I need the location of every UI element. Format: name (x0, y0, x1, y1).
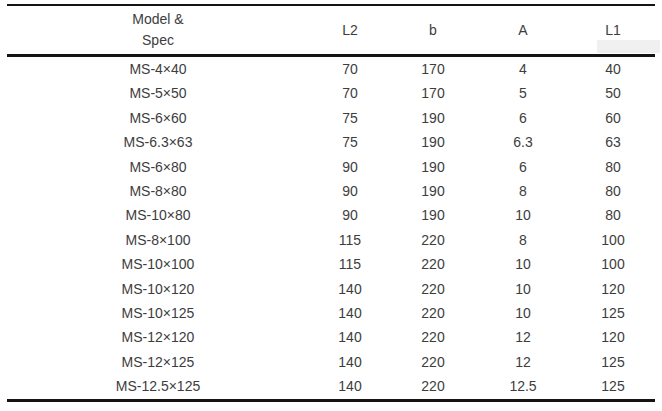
l1-cell: 120 (571, 325, 655, 349)
a-cell: 10 (475, 252, 571, 276)
a-cell: 8 (475, 228, 571, 252)
table-row: MS-12×12514022012125 (7, 350, 655, 374)
column-header-l1: L1 (571, 5, 655, 56)
model-spec-cell: MS-10×80 (7, 203, 309, 227)
b-cell: 190 (391, 106, 475, 130)
column-header-l2: L2 (309, 5, 391, 56)
l2-cell: 140 (309, 374, 391, 400)
table-row: MS-10×10011522010100 (7, 252, 655, 276)
model-spec-cell: MS-10×125 (7, 301, 309, 325)
model-spec-cell: MS-12×125 (7, 350, 309, 374)
table-header: Model & Spec L2 b A L1 (7, 5, 655, 56)
model-spec-cell: MS-12×120 (7, 325, 309, 349)
table-row: MS-8×1001152208100 (7, 228, 655, 252)
l1-cell: 80 (571, 155, 655, 179)
column-header-a: A (475, 5, 571, 56)
l1-cell: 125 (571, 374, 655, 400)
a-cell: 5 (475, 81, 571, 105)
l1-cell: 40 (571, 56, 655, 82)
table-row: MS-10×80901901080 (7, 203, 655, 227)
table-row: MS-6.3×63751906.363 (7, 130, 655, 154)
l1-cell: 50 (571, 81, 655, 105)
a-cell: 10 (475, 277, 571, 301)
model-spec-cell: MS-6.3×63 (7, 130, 309, 154)
l2-cell: 70 (309, 56, 391, 82)
l1-cell: 60 (571, 106, 655, 130)
l1-cell: 100 (571, 252, 655, 276)
table-row: MS-4×4070170440 (7, 56, 655, 82)
table-row: MS-10×12014022010120 (7, 277, 655, 301)
b-cell: 190 (391, 179, 475, 203)
l2-cell: 70 (309, 81, 391, 105)
l1-cell: 100 (571, 228, 655, 252)
column-header-model-spec: Model & Spec (7, 5, 309, 56)
l1-cell: 125 (571, 350, 655, 374)
model-spec-cell: MS-4×40 (7, 56, 309, 82)
a-cell: 6 (475, 106, 571, 130)
l2-cell: 75 (309, 106, 391, 130)
header-row: Model & Spec L2 b A L1 (7, 5, 655, 56)
model-spec-cell: MS-10×120 (7, 277, 309, 301)
l2-cell: 140 (309, 350, 391, 374)
model-spec-cell: MS-6×80 (7, 155, 309, 179)
model-spec-cell: MS-8×100 (7, 228, 309, 252)
l1-cell: 80 (571, 203, 655, 227)
model-spec-cell: MS-6×60 (7, 106, 309, 130)
b-cell: 220 (391, 325, 475, 349)
l1-cell: 80 (571, 179, 655, 203)
b-cell: 190 (391, 155, 475, 179)
l1-cell: 120 (571, 277, 655, 301)
l2-cell: 140 (309, 301, 391, 325)
l2-cell: 90 (309, 203, 391, 227)
l2-cell: 115 (309, 252, 391, 276)
b-cell: 220 (391, 374, 475, 400)
b-cell: 220 (391, 301, 475, 325)
b-cell: 220 (391, 350, 475, 374)
b-cell: 220 (391, 277, 475, 301)
table-row: MS-10×12514022010125 (7, 301, 655, 325)
a-cell: 4 (475, 56, 571, 82)
a-cell: 8 (475, 179, 571, 203)
l1-cell: 125 (571, 301, 655, 325)
table-row: MS-6×6075190660 (7, 106, 655, 130)
b-cell: 190 (391, 203, 475, 227)
table-row: MS-6×8090190680 (7, 155, 655, 179)
b-cell: 170 (391, 81, 475, 105)
l2-cell: 140 (309, 325, 391, 349)
table-row: MS-5×5070170550 (7, 81, 655, 105)
l2-cell: 140 (309, 277, 391, 301)
table-body: MS-4×4070170440MS-5×5070170550MS-6×60751… (7, 56, 655, 401)
model-spec-cell: MS-8×80 (7, 179, 309, 203)
column-header-b: b (391, 5, 475, 56)
l2-cell: 75 (309, 130, 391, 154)
b-cell: 190 (391, 130, 475, 154)
l2-cell: 90 (309, 155, 391, 179)
b-cell: 170 (391, 56, 475, 82)
a-cell: 12.5 (475, 374, 571, 400)
a-cell: 6.3 (475, 130, 571, 154)
table-row: MS-12.5×12514022012.5125 (7, 374, 655, 400)
l1-cell: 63 (571, 130, 655, 154)
l2-cell: 90 (309, 179, 391, 203)
a-cell: 6 (475, 155, 571, 179)
a-cell: 12 (475, 325, 571, 349)
table-row: MS-12×12014022012120 (7, 325, 655, 349)
table-row: MS-8×8090190880 (7, 179, 655, 203)
model-spec-cell: MS-10×100 (7, 252, 309, 276)
a-cell: 10 (475, 203, 571, 227)
spec-table: Model & Spec L2 b A L1 MS-4×4070170440MS… (7, 4, 655, 402)
a-cell: 12 (475, 350, 571, 374)
a-cell: 10 (475, 301, 571, 325)
model-spec-cell: MS-5×50 (7, 81, 309, 105)
l2-cell: 115 (309, 228, 391, 252)
b-cell: 220 (391, 252, 475, 276)
model-spec-cell: MS-12.5×125 (7, 374, 309, 400)
b-cell: 220 (391, 228, 475, 252)
